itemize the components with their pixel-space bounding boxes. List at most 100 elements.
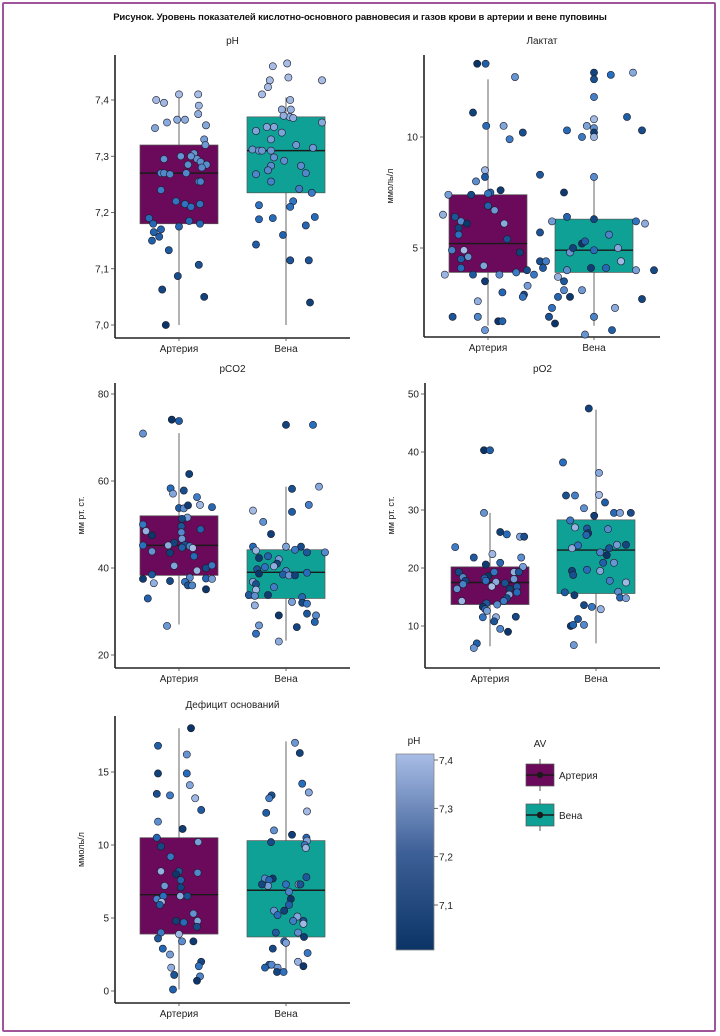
data-point — [303, 568, 311, 577]
panel-pco2: pCO2 мм рт. ст. 20 40 60 80 Артерия Вена — [76, 364, 350, 685]
panel-title: Дефицит оснований — [186, 699, 280, 711]
data-point — [194, 962, 203, 971]
data-point — [152, 96, 161, 104]
data-point — [580, 504, 588, 513]
data-point — [482, 122, 491, 130]
data-point — [457, 264, 465, 272]
data-point — [193, 922, 201, 931]
data-point — [454, 224, 463, 232]
colorbar-tick-label: 7,2 — [439, 853, 453, 864]
data-point — [148, 531, 156, 540]
data-point — [605, 230, 613, 239]
data-point — [490, 206, 499, 215]
data-point — [282, 880, 290, 889]
data-point — [560, 277, 568, 286]
data-points — [139, 415, 329, 646]
data-point — [299, 919, 308, 928]
data-point — [301, 169, 310, 178]
data-point — [188, 581, 197, 590]
data-point — [569, 620, 578, 629]
data-point — [501, 579, 509, 587]
data-point — [267, 146, 275, 155]
y-tick-label: 40 — [98, 564, 110, 575]
data-point — [259, 517, 268, 526]
data-point — [158, 285, 167, 294]
data-point — [175, 222, 183, 231]
data-point — [190, 552, 198, 561]
data-point — [184, 160, 192, 169]
data-point — [152, 833, 161, 842]
data-point — [570, 591, 579, 600]
y-axis-label: ммоль/л — [385, 169, 395, 204]
data-point — [294, 928, 302, 937]
data-point — [312, 611, 320, 620]
data-point — [261, 963, 269, 972]
data-point — [178, 543, 186, 552]
y-tick-label: 50 — [408, 390, 420, 401]
data-point — [469, 108, 477, 117]
data-point — [596, 548, 605, 557]
data-point — [301, 221, 310, 230]
data-point — [166, 950, 174, 959]
x-tick-label: Вена — [582, 343, 606, 354]
data-point — [280, 156, 289, 165]
data-point — [181, 115, 189, 124]
data-point — [504, 627, 512, 636]
data-point — [157, 842, 165, 851]
data-point — [510, 575, 518, 583]
data-point — [590, 68, 598, 77]
data-point — [267, 530, 275, 538]
data-point — [310, 213, 319, 221]
data-point — [295, 184, 304, 193]
data-point — [176, 883, 185, 892]
legend-item-vena: Вена — [525, 799, 583, 831]
data-points — [439, 59, 658, 339]
data-point — [249, 506, 257, 515]
data-point — [580, 601, 588, 610]
panel-title: pO2 — [533, 364, 552, 375]
data-point — [291, 571, 299, 580]
y-tick-label: 7,0 — [95, 321, 109, 332]
data-point — [569, 641, 578, 650]
data-point — [196, 525, 205, 534]
data-point — [469, 270, 477, 279]
y-tick-label: 40 — [408, 448, 420, 459]
data-point — [270, 123, 278, 131]
data-point — [590, 133, 598, 141]
data-point — [267, 177, 275, 186]
data-point — [258, 146, 266, 155]
data-point — [252, 629, 260, 638]
y-tick-label: 10 — [98, 841, 110, 852]
data-point — [268, 944, 277, 953]
data-point — [196, 501, 204, 509]
data-point — [151, 124, 159, 133]
data-point — [155, 232, 164, 241]
figure-title: Рисунок. Уровень показателей кислотно-ос… — [113, 12, 607, 23]
data-point — [304, 501, 313, 509]
data-point — [518, 128, 527, 137]
data-point — [148, 547, 156, 556]
data-point — [154, 769, 162, 778]
data-point — [496, 528, 505, 536]
data-point — [268, 214, 277, 223]
y-tick-label: 5 — [103, 914, 109, 925]
data-point — [279, 968, 288, 976]
data-point — [641, 219, 649, 228]
data-point — [176, 876, 185, 884]
data-point — [164, 541, 173, 550]
data-point — [262, 808, 271, 817]
data-point — [296, 880, 305, 889]
data-point — [172, 197, 180, 206]
data-point — [286, 96, 295, 104]
data-point — [596, 605, 605, 614]
data-point — [467, 190, 476, 199]
data-point — [288, 598, 296, 606]
data-point — [622, 594, 630, 603]
data-point — [496, 625, 505, 633]
data-point — [152, 790, 161, 798]
data-point — [154, 741, 162, 750]
data-point — [574, 615, 582, 623]
data-point — [264, 591, 272, 599]
data-point — [551, 319, 559, 328]
data-point — [280, 906, 289, 915]
